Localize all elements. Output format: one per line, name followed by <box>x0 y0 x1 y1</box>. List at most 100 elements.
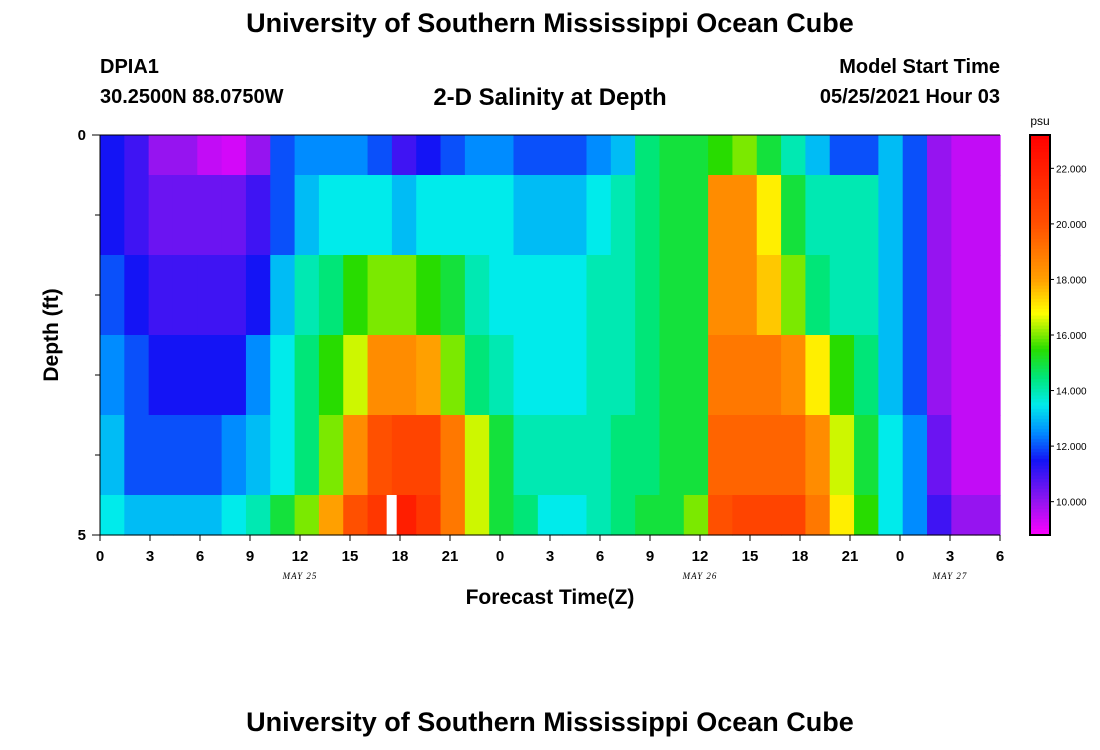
colorbar-segment <box>1030 301 1050 306</box>
model-start-value: 05/25/2021 Hour 03 <box>819 86 1000 108</box>
heatmap-cell <box>975 415 1001 496</box>
colorbar-segment <box>1030 488 1050 493</box>
heatmap-cell <box>367 135 393 176</box>
colorbar-segment <box>1030 495 1050 499</box>
heatmap-cell <box>659 255 685 336</box>
colorbar-segment <box>1030 228 1050 233</box>
heatmap-cell <box>172 415 198 496</box>
heatmap-cell <box>562 175 588 256</box>
colorbar-segment <box>1030 138 1050 143</box>
colorbar-segment <box>1030 148 1050 153</box>
x-tick-label: 6 <box>596 548 604 565</box>
heatmap-cell <box>708 135 734 176</box>
heatmap-cell <box>221 335 247 416</box>
colorbar-segment <box>1030 418 1050 423</box>
heatmap-cell <box>878 175 904 256</box>
colorbar-segment <box>1030 291 1050 296</box>
colorbar-tick-label: 22.000 <box>1056 164 1087 175</box>
heatmap-cell <box>683 135 709 176</box>
heatmap-cell <box>197 135 223 176</box>
colorbar-segment <box>1030 221 1050 226</box>
heatmap-cell <box>659 495 685 536</box>
colorbar-segment <box>1030 445 1050 449</box>
heatmap-cell <box>537 255 563 336</box>
heatmap-cell <box>270 255 296 336</box>
heatmap-cell <box>781 135 806 176</box>
heatmap-cell <box>245 335 271 416</box>
colorbar-segment <box>1030 505 1050 509</box>
heatmap-cell <box>172 175 198 256</box>
heatmap-cell <box>902 135 928 176</box>
heatmap-cell <box>464 175 490 256</box>
colorbar-segment <box>1030 511 1050 516</box>
heatmap-cell <box>148 255 174 336</box>
colorbar-segment <box>1030 351 1050 356</box>
heatmap-cell <box>537 175 563 256</box>
heatmap-cell <box>270 135 296 176</box>
colorbar-segment <box>1030 471 1050 476</box>
heatmap-cell <box>197 255 223 336</box>
heatmap-cell <box>902 175 928 256</box>
heatmap-cell <box>294 415 320 496</box>
heatmap-cell <box>343 255 369 336</box>
heatmap-cell <box>610 175 636 256</box>
heatmap-cell <box>586 175 612 256</box>
heatmap-cell <box>416 255 442 336</box>
colorbar-segment <box>1030 531 1050 536</box>
heatmap-cell <box>100 495 125 536</box>
heatmap-cell <box>659 175 685 256</box>
heatmap-cell <box>464 335 490 416</box>
heatmap-cell <box>245 255 271 336</box>
heatmap-cell <box>708 335 734 416</box>
colorbar-segment <box>1030 141 1050 146</box>
heatmap-cell <box>854 255 879 336</box>
heatmap-cell <box>805 335 831 416</box>
colorbar-segment <box>1030 155 1050 159</box>
heatmap-cell <box>586 495 612 536</box>
heatmap-cell <box>148 495 174 536</box>
heatmap-cell <box>513 415 539 496</box>
colorbar-segment <box>1030 241 1050 246</box>
colorbar-segment <box>1030 498 1050 503</box>
colorbar-segment <box>1030 295 1050 299</box>
colorbar-segment <box>1030 458 1050 463</box>
colorbar-segment <box>1030 188 1050 193</box>
heatmap-cell <box>829 335 855 416</box>
heatmap-cell <box>805 175 831 256</box>
heatmap-cell <box>732 335 758 416</box>
heatmap-cell <box>100 255 125 336</box>
heatmap-cell <box>781 175 806 256</box>
colorbar-segment <box>1030 528 1050 533</box>
colorbar-segment <box>1030 478 1050 483</box>
colorbar-segment <box>1030 431 1050 436</box>
colorbar-segment <box>1030 385 1050 389</box>
colorbar-segment <box>1030 341 1050 346</box>
heatmap-cell <box>416 335 442 416</box>
colorbar-segment <box>1030 518 1050 523</box>
heatmap-cell <box>781 415 806 496</box>
heatmap-cell <box>878 495 904 536</box>
heatmap-cell <box>756 175 782 256</box>
colorbar-tick-label: 12.000 <box>1056 442 1087 453</box>
heatmap-cell <box>172 335 198 416</box>
x-tick-label: 0 <box>96 548 104 565</box>
heatmap-cell <box>513 335 539 416</box>
heatmap-cell <box>854 415 879 496</box>
heatmap-cell <box>294 135 320 176</box>
colorbar-segment <box>1030 361 1050 366</box>
heatmap-cell <box>294 175 320 256</box>
heatmap-cell <box>732 255 758 336</box>
heatmap-cell <box>416 175 442 256</box>
heatmap-cell <box>951 175 977 256</box>
heatmap-cell <box>367 255 393 336</box>
x-tick-label: 18 <box>392 548 409 565</box>
heatmap-cell <box>732 495 758 536</box>
heatmap-cell <box>732 415 758 496</box>
colorbar-segment <box>1030 421 1050 426</box>
x-tick-label: 3 <box>946 548 954 565</box>
x-tick-label: 12 <box>292 548 309 565</box>
heatmap-cell <box>124 415 150 496</box>
heatmap-cell <box>951 495 977 536</box>
colorbar-segment <box>1030 381 1050 386</box>
